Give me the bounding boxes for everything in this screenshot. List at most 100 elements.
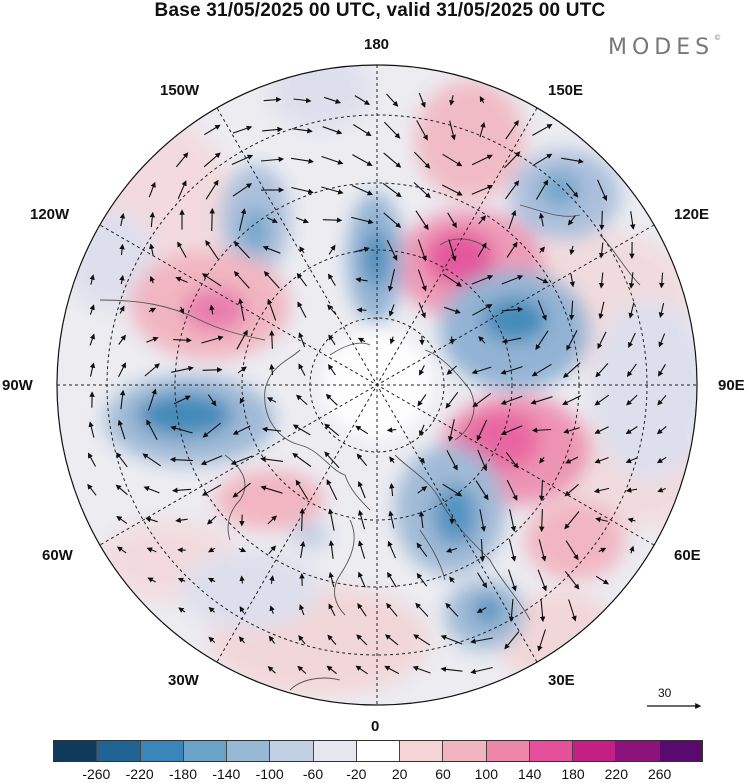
wind-arrow (416, 572, 428, 587)
wind-arrow (448, 239, 457, 262)
wind-arrow (232, 425, 251, 435)
wind-arrow (326, 479, 338, 501)
colorbar-tick-label: 180 (561, 766, 585, 782)
wind-arrow (470, 637, 493, 644)
wind-arrow (388, 510, 395, 529)
wind-arrow (386, 93, 399, 107)
wind-arrow (238, 298, 245, 321)
wind-arrow (207, 394, 217, 407)
wind-arrow (328, 571, 335, 588)
wind-arrow (142, 453, 162, 467)
wind-arrow (415, 602, 429, 617)
wind-arrow (115, 484, 128, 496)
wind-arrow (418, 510, 425, 529)
wind-arrow (238, 208, 247, 231)
wind-arrow (322, 126, 343, 135)
wind-arrow (539, 456, 545, 464)
wind-arrow (594, 426, 609, 434)
wind-arrow (384, 634, 399, 646)
wind-arrow (87, 483, 97, 496)
wind-arrow (144, 363, 160, 377)
wind-arrow (147, 388, 157, 411)
wind-arrow (508, 209, 517, 230)
wind-arrow (386, 239, 398, 261)
wind-arrow (261, 426, 282, 433)
wind-arrow (201, 484, 222, 496)
wind-arrow (352, 154, 373, 166)
wind-arrow (87, 452, 96, 467)
wind-arrow (299, 540, 306, 559)
wind-arrow (472, 304, 493, 316)
wind-arrow (504, 631, 520, 650)
wind-arrow (442, 153, 463, 167)
wind-arrow (327, 304, 337, 316)
wind-arrow (389, 482, 395, 497)
wind-arrow (298, 363, 306, 376)
wind-arrow (417, 486, 428, 494)
wind-arrow (177, 241, 187, 258)
wind-arrow (625, 426, 638, 435)
colorbar-swatch (400, 741, 444, 761)
wind-arrow (383, 152, 402, 168)
colorbar-swatch (313, 741, 357, 761)
wind-arrow (324, 423, 340, 437)
wind-arrow (170, 425, 193, 434)
wind-arrow (389, 456, 395, 464)
wind-arrow (207, 577, 216, 583)
wind-arrow (594, 457, 609, 464)
wind-arrow (353, 124, 372, 137)
copyright-mark: © (714, 34, 722, 42)
label-0: 0 (371, 718, 380, 735)
wind-arrow (204, 124, 221, 136)
wind-arrow (269, 575, 275, 584)
wind-arrow (230, 455, 253, 465)
wind-arrow (293, 97, 312, 104)
wind-arrow (419, 456, 425, 464)
wind-arrow (598, 272, 605, 289)
wind-arrow (626, 363, 637, 377)
wind-arrow (201, 335, 224, 344)
wind-arrow (471, 184, 494, 195)
wind-arrow (417, 269, 427, 292)
wind-arrow (440, 666, 463, 673)
wind-arrow (569, 273, 576, 288)
wind-arrow (328, 334, 336, 346)
wind-arrow (298, 332, 306, 348)
wind-arrow (471, 274, 494, 285)
wind-arrow (238, 547, 247, 553)
label-120e: 120E (674, 206, 710, 223)
wind-arrow (537, 569, 547, 592)
wind-arrow (232, 482, 251, 498)
wind-arrow (260, 456, 283, 462)
wind-arrow (531, 427, 552, 434)
wind-arrow (202, 367, 223, 373)
wind-arrow (387, 571, 397, 588)
wind-arrow (326, 665, 337, 675)
wind-arrow (119, 274, 125, 285)
wind-arrow (413, 182, 431, 199)
wind-arrow (383, 212, 402, 228)
wind-arrow (478, 335, 486, 344)
label-150e: 150E (548, 82, 584, 99)
wind-arrow (626, 394, 638, 406)
label-150w: 150W (160, 82, 200, 99)
wind-arrow (384, 665, 400, 675)
wind-arrow (386, 427, 397, 433)
wind-arrow (175, 517, 188, 523)
wind-arrow (208, 547, 216, 553)
wind-arrow (356, 307, 367, 313)
wind-arrow (200, 455, 223, 466)
wind-arrow (149, 275, 155, 284)
wind-arrow (357, 602, 367, 617)
colorbar-swatch (140, 741, 184, 761)
wind-arrow (292, 424, 311, 436)
wind-arrow (449, 336, 455, 345)
wind-arrow (236, 329, 248, 350)
wind-arrow (208, 606, 215, 613)
wind-arrow (477, 242, 487, 257)
wind-arrow (442, 273, 463, 287)
wind-arrow (594, 394, 610, 406)
wind-arrow (538, 539, 547, 562)
wind-arrow (658, 302, 665, 318)
wind-arrow (569, 245, 575, 256)
